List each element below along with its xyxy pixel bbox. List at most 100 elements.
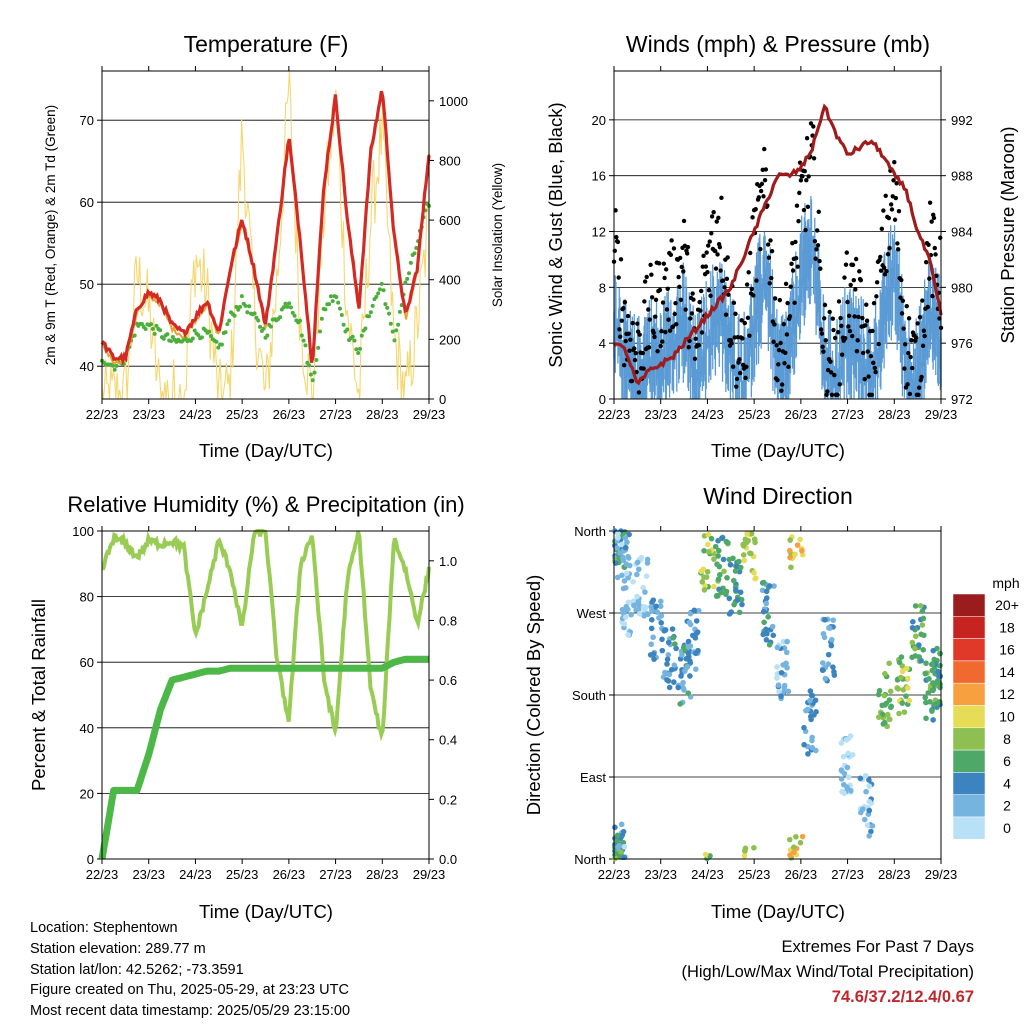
gust-point <box>719 195 724 201</box>
y-tick-label: 0 <box>87 852 94 867</box>
y2-tick-label: 0 <box>439 392 446 407</box>
gust-point <box>663 267 669 272</box>
gust-point <box>693 336 698 342</box>
gust-point <box>746 270 751 275</box>
direction-point <box>631 602 637 609</box>
dewpoint-point <box>387 311 392 316</box>
gust-point <box>860 315 865 321</box>
direction-point <box>677 701 683 707</box>
figure-created: Figure created on Thu, 2025-05-29, at 23… <box>30 982 349 999</box>
gust-point <box>709 231 714 236</box>
gust-point <box>689 311 695 316</box>
dewpoint-point <box>337 306 342 311</box>
direction-point <box>861 816 868 823</box>
direction-point <box>925 690 932 696</box>
gust-point <box>742 320 747 326</box>
gust-point <box>818 327 824 332</box>
direction-point <box>687 658 693 665</box>
direction-point <box>792 551 798 557</box>
humidity-plot: 0 20 40 60 80 100 0.0 0.2 0.4 0.6 0.8 1.0 22/23 23/23… <box>72 524 457 882</box>
direction-point <box>839 768 845 774</box>
gust-point <box>778 340 783 346</box>
gust-point <box>769 248 775 254</box>
direction-point <box>843 737 850 743</box>
direction-point <box>666 684 673 691</box>
gust-point <box>930 293 935 299</box>
dewpoint-point <box>239 294 244 299</box>
direction-point <box>826 625 832 631</box>
gust-point <box>825 389 830 394</box>
temperature-frame <box>101 70 430 400</box>
dewpoint-point <box>258 324 263 329</box>
colorbar-label: 6 <box>1003 753 1011 769</box>
x-tick-label: 29/23 <box>925 407 958 422</box>
winds-ylabel-left: Sonic Wind & Gust (Blue, Black) <box>545 102 566 367</box>
dewpoint-point <box>408 260 413 265</box>
direction-point <box>787 537 793 543</box>
direction-point <box>692 666 699 672</box>
dewpoint-point <box>383 302 388 307</box>
gust-point <box>740 336 745 341</box>
dewpoint-point <box>392 338 397 343</box>
gust-point <box>853 287 858 292</box>
gust-point <box>715 252 720 257</box>
gust-point <box>874 294 879 299</box>
direction-point <box>926 676 932 682</box>
gust-point <box>831 327 836 333</box>
direction-point <box>786 547 793 554</box>
temperature-panel: Temperature (F) 40 50 60 70 0 200 400 600 800 100… <box>43 31 505 461</box>
dewpoint-point <box>370 303 375 308</box>
speed-colorbar: 20+ 18 16 14 12 10 8 6 4 2 0 <box>952 593 1019 840</box>
gust-point <box>690 291 695 296</box>
gust-point <box>805 204 811 210</box>
gust-point <box>836 330 841 335</box>
gust-point <box>881 265 887 270</box>
gust-point <box>646 307 651 312</box>
x-tick-label: 28/23 <box>878 407 911 422</box>
direction-point <box>741 852 748 859</box>
direction-point <box>918 631 924 638</box>
dewpoint-point <box>376 291 381 296</box>
y-tick-label: 50 <box>80 277 94 292</box>
gust-point <box>902 342 908 347</box>
colorbar-swatch <box>952 749 986 773</box>
colorbar-label: 14 <box>999 664 1015 680</box>
gust-point <box>648 262 653 268</box>
gust-point <box>775 377 780 383</box>
gust-point <box>664 307 670 312</box>
y2-tick-label: 0.8 <box>439 613 457 628</box>
gust-point <box>927 200 933 205</box>
gust-point <box>661 261 667 266</box>
y-tick-label: 0 <box>599 392 606 407</box>
direction-point <box>828 642 835 649</box>
humidity-title: Relative Humidity (%) & Precipitation (i… <box>67 492 464 517</box>
gust-point <box>924 260 929 265</box>
gust-point <box>815 243 821 248</box>
y2-tick-label: 972 <box>951 392 973 407</box>
direction-point <box>678 673 684 679</box>
x-tick-label: 27/23 <box>319 867 352 882</box>
direction-point <box>687 643 694 649</box>
colorbar-swatch <box>952 593 986 617</box>
y2-tick-label: 984 <box>951 225 973 240</box>
x-tick-label: 22/23 <box>598 867 631 882</box>
gust-point <box>653 297 659 303</box>
dewpoint-point <box>354 347 359 352</box>
direction-point <box>766 583 773 589</box>
gust-point <box>774 343 779 348</box>
gust-point <box>820 344 825 349</box>
winds-frame <box>613 70 942 400</box>
x-tick-label: 23/23 <box>644 407 677 422</box>
gust-point <box>748 250 753 256</box>
direction-point <box>686 619 693 626</box>
direction-point <box>786 836 793 843</box>
gust-point <box>885 252 891 257</box>
direction-point <box>648 641 655 648</box>
gust-point <box>612 248 617 253</box>
direction-point <box>719 535 725 541</box>
direction-point <box>813 747 819 754</box>
direction-point <box>728 609 735 615</box>
direction-point <box>672 641 678 647</box>
gust-point <box>656 261 662 266</box>
gust-point <box>729 341 734 346</box>
